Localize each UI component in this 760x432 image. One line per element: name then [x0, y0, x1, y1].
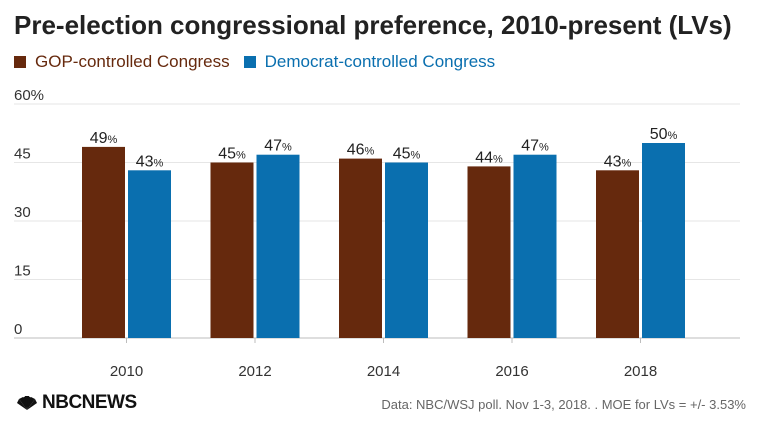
x-axis: 2010 2012 2014 2016 2018 — [110, 338, 657, 380]
bar-dem — [513, 154, 557, 338]
bar-gop — [210, 162, 254, 338]
bar-gop — [467, 166, 511, 338]
data-labels: 49% 43% 45% 47% 46% 45% 44% 47% 43% 50% — [90, 126, 678, 170]
y-tick-label: 60% — [14, 87, 44, 104]
y-tick-label: 30 — [14, 204, 31, 221]
legend-item-dem: Democrat-controlled Congress — [243, 52, 496, 72]
data-label-dem: 47% — [521, 138, 549, 155]
data-label-dem: 45% — [393, 146, 421, 163]
bar-gop — [596, 170, 639, 338]
legend-swatch-dem — [243, 56, 256, 68]
bars — [82, 143, 685, 338]
legend-swatch-gop — [14, 56, 26, 68]
data-label-gop: 43% — [604, 153, 632, 170]
chart-title: Pre-election congressional preference, 2… — [14, 10, 732, 40]
bar-dem — [128, 170, 171, 338]
data-label-dem: 43% — [136, 153, 164, 170]
legend-label-dem: Democrat-controlled Congress — [264, 52, 496, 71]
y-tick-label: 0 — [14, 321, 22, 338]
data-label-gop: 44% — [475, 149, 503, 166]
x-tick-label: 2018 — [624, 363, 657, 380]
bar-gop — [82, 146, 125, 338]
y-tick-label: 15 — [14, 263, 31, 280]
legend-item-gop: GOP-controlled Congress — [14, 52, 230, 72]
logo-text: NBCNEWS — [42, 392, 137, 413]
data-label-gop: 49% — [90, 130, 118, 147]
bar-gop — [339, 158, 382, 338]
y-tick-label: 45 — [14, 146, 31, 163]
data-label-dem: 50% — [650, 126, 678, 143]
x-tick-label: 2016 — [495, 363, 528, 380]
data-label-gop: 45% — [218, 146, 246, 163]
chart-legend: GOP-controlled Congress Democrat-control… — [14, 52, 509, 72]
x-tick-label: 2010 — [110, 363, 143, 380]
nbc-peacock-icon — [17, 395, 37, 410]
bar-dem — [385, 162, 428, 338]
legend-label-gop: GOP-controlled Congress — [35, 52, 230, 71]
x-tick-label: 2012 — [238, 363, 271, 380]
nbc-news-logo: NBCNEWS — [16, 392, 137, 414]
bar-dem — [642, 143, 685, 338]
y-axis: 0 15 30 45 60% — [14, 87, 44, 338]
data-label-dem: 47% — [264, 138, 292, 155]
data-label-gop: 46% — [347, 142, 375, 159]
bar-dem — [256, 154, 300, 338]
source-note: Data: NBC/WSJ poll. Nov 1-3, 2018. . MOE… — [381, 397, 746, 412]
x-tick-label: 2014 — [367, 363, 400, 380]
